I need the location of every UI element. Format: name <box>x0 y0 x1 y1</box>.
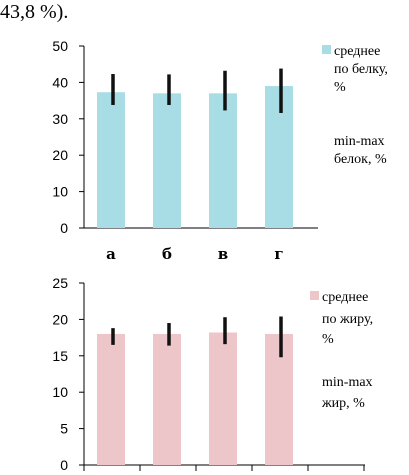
legend-label: среднее <box>334 44 380 59</box>
legend-label: по жиру, <box>322 312 373 327</box>
y-tick-label: 40 <box>52 74 68 90</box>
legend-label: белок, % <box>334 152 387 167</box>
bar <box>209 93 237 228</box>
bar <box>97 92 125 228</box>
y-tick-label: 50 <box>52 38 68 54</box>
legend-swatch <box>310 291 319 300</box>
category-label: б <box>162 245 172 263</box>
category-label: в <box>218 245 228 263</box>
y-tick-label: 20 <box>52 311 68 327</box>
category-label: а <box>106 245 116 263</box>
caption-fragment: 43,8 %). <box>0 1 69 23</box>
protein-chart: 0 10 20 30 40 50 а б в г среднее по белку,% min-max б… <box>52 38 387 263</box>
y-tick-label: 0 <box>60 220 68 236</box>
bar <box>97 333 125 465</box>
y-tick-label: 20 <box>52 147 68 163</box>
legend-label: по белку, <box>334 62 388 77</box>
legend-label: среднее <box>322 290 368 305</box>
legend-swatch <box>322 45 331 54</box>
y-tick-label: 15 <box>52 348 68 364</box>
bar <box>153 93 181 228</box>
legend-label: % <box>334 80 346 95</box>
category-label: г <box>274 245 283 263</box>
y-tick-label: 10 <box>52 184 68 200</box>
y-tick-label: 25 <box>52 275 68 291</box>
legend-label: жир, % <box>321 396 365 411</box>
legend-label: min-max <box>334 134 385 149</box>
legend-label: % <box>322 332 334 347</box>
fat-chart: 0 5 10 15 20 25 среднее по жиру,% min-max жир, % <box>52 275 373 473</box>
legend-label: min-max <box>322 375 373 390</box>
y-tick-label: 30 <box>52 111 68 127</box>
bar <box>153 333 181 465</box>
y-tick-label: 0 <box>60 457 68 473</box>
y-tick-label: 5 <box>60 421 68 437</box>
y-tick-label: 10 <box>52 384 68 400</box>
bar <box>209 332 237 465</box>
bar <box>265 86 293 228</box>
bar <box>265 333 293 465</box>
